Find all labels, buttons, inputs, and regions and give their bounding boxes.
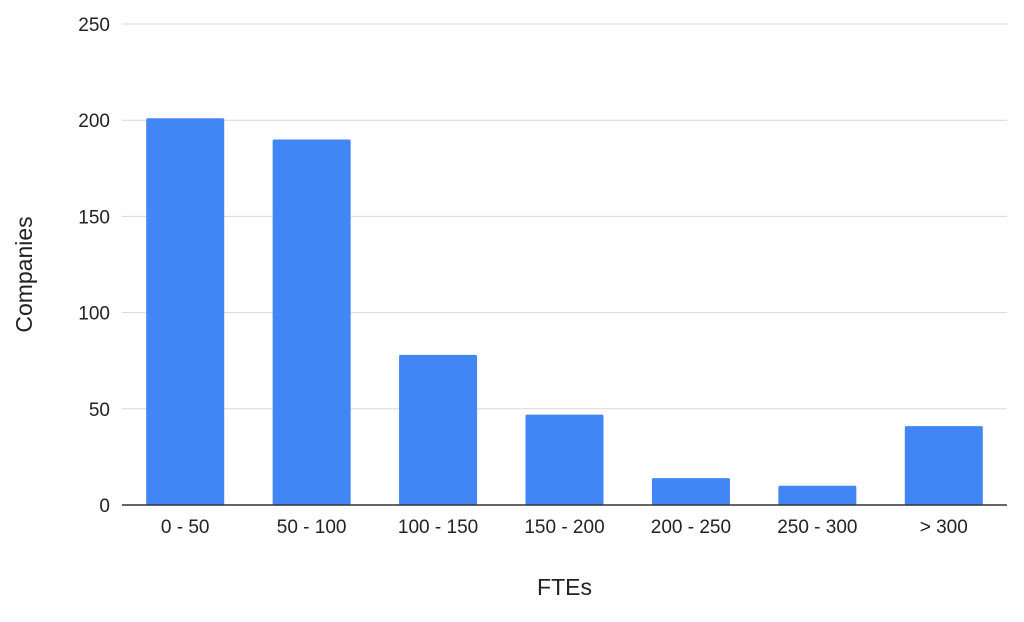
y-tick-label: 250 (78, 15, 110, 36)
bar (146, 118, 225, 505)
y-tick-label: 100 (78, 304, 110, 325)
bar (525, 414, 604, 505)
bars (146, 118, 983, 505)
x-tick-label: 100 - 150 (398, 517, 478, 538)
x-axis-ticks: 0 - 50 50 - 100 100 - 150 150 - 200 200 - 25… (161, 517, 968, 538)
x-tick-label: 250 - 300 (777, 517, 857, 538)
y-tick-label: 50 (89, 400, 110, 421)
x-tick-label: > 300 (920, 517, 968, 538)
y-tick-label: 200 (78, 111, 110, 132)
y-axis-ticks: 0 50 100 150 200 250 (78, 15, 110, 517)
bar (272, 139, 351, 505)
y-tick-label: 0 (99, 496, 110, 517)
gridlines (122, 23, 1007, 410)
y-axis-title: Companies (11, 216, 37, 332)
bar (904, 426, 983, 505)
x-tick-label: 200 - 250 (651, 517, 731, 538)
bar (651, 478, 730, 505)
x-tick-label: 150 - 200 (524, 517, 604, 538)
x-axis-title: FTEs (537, 574, 592, 600)
y-tick-label: 150 (78, 207, 110, 228)
bar (399, 354, 478, 505)
bar (778, 485, 857, 505)
x-tick-label: 0 - 50 (161, 517, 210, 538)
x-tick-label: 50 - 100 (277, 517, 347, 538)
